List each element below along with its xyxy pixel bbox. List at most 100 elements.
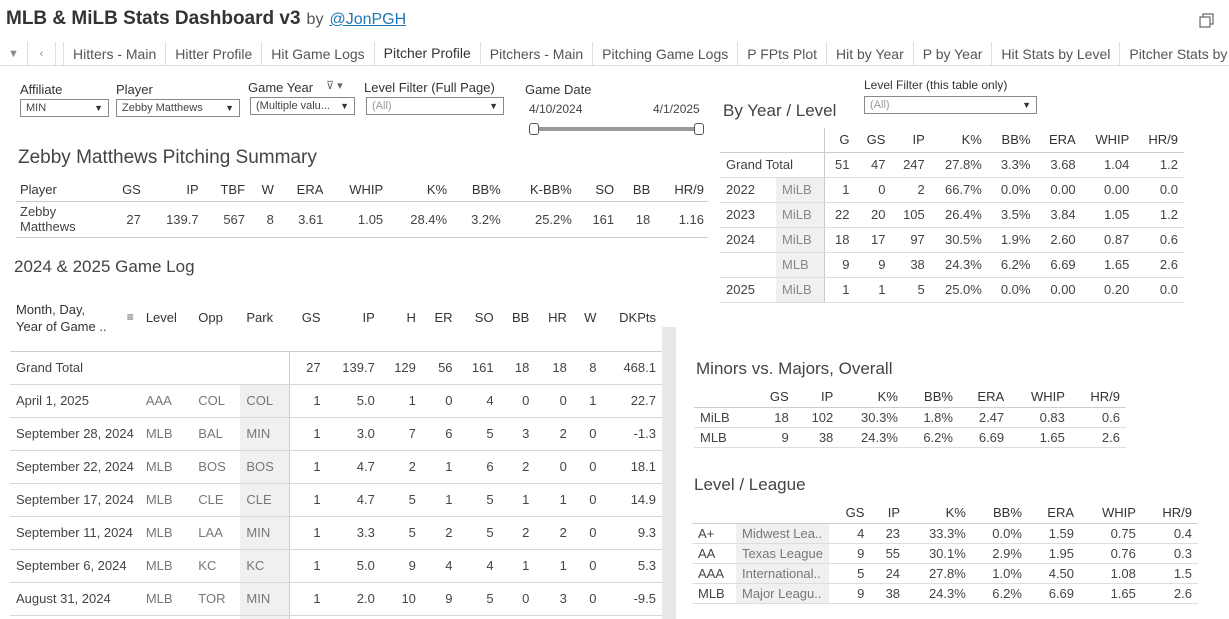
summary-header-ip[interactable]: IP — [144, 179, 203, 202]
fullscreen-icon[interactable] — [1199, 13, 1215, 29]
mm-header-bb-[interactable]: BB% — [903, 387, 959, 408]
level-filter-dropdown[interactable]: (All) ▼ — [366, 97, 504, 115]
gamelog-header-hr[interactable]: HR — [535, 285, 573, 352]
mm-header-era[interactable]: ERA — [958, 387, 1011, 408]
tab-hit-stats-by-level[interactable]: Hit Stats by Level — [992, 42, 1121, 65]
gamelog-header-park[interactable]: Park — [240, 285, 290, 352]
gamelog-header-dkpts[interactable]: DKPts — [602, 285, 662, 352]
ll-header-hr-9[interactable]: HR/9 — [1141, 503, 1198, 524]
gamelog-header-ip[interactable]: IP — [326, 285, 381, 352]
date-slider-end-handle[interactable] — [694, 123, 704, 135]
summary-header-tbf[interactable]: TBF — [202, 179, 250, 202]
ll-header-bb-[interactable]: BB% — [971, 503, 1028, 524]
summary-header-k-bb-[interactable]: K-BB% — [504, 179, 576, 202]
table-row[interactable]: MLB 9 9 38 24.3% 6.2% 6.69 1.65 2.6 — [720, 252, 1184, 278]
tab-hitters-main[interactable]: Hitters - Main — [64, 42, 167, 65]
table-row[interactable]: MLB Major Leagu.. 9 38 24.3% 6.2% 6.69 1.65 2.6 — [692, 583, 1198, 604]
table-row[interactable]: 2022 MiLB 1 0 2 66.7% 0.0% 0.00 0.00 0.0 — [720, 177, 1184, 203]
table-level-filter-dropdown[interactable]: (All) ▼ — [864, 96, 1037, 114]
tab-pitcher-stats-by-level[interactable]: Pitcher Stats by Level — [1120, 42, 1229, 65]
summary-header-player[interactable]: Player — [16, 179, 107, 202]
table-row[interactable]: 2024 MiLB 18 17 97 30.5% 1.9% 2.60 0.87 0.6 — [720, 227, 1184, 253]
by-year-header-bb-[interactable]: BB% — [987, 128, 1037, 153]
date-slider-start-handle[interactable] — [529, 123, 539, 135]
tab-menu-icon[interactable]: ▼ — [0, 42, 28, 65]
by-year-header-g[interactable]: G — [824, 128, 856, 153]
gamelog-header-gs[interactable]: GS — [289, 285, 327, 352]
table-row[interactable]: August 31, 2024 MLB TOR MIN 1 2.0 10 9 5 0 3 0 -9.5 — [10, 582, 662, 616]
filter-clear-icon[interactable]: ⊽ ▾ — [326, 80, 343, 92]
by-year-header-whip[interactable]: WHIP — [1081, 128, 1136, 153]
tab-hit-game-logs[interactable]: Hit Game Logs — [262, 42, 375, 65]
author-link[interactable]: @JonPGH — [329, 11, 407, 28]
gamelog-header-er[interactable]: ER — [421, 285, 459, 352]
tab-pitching-game-logs[interactable]: Pitching Game Logs — [593, 42, 739, 65]
table-row[interactable]: 2025 MiLB 1 1 5 25.0% 0.0% 0.00 0.20 0.0 — [720, 277, 1184, 303]
by-year-value: 0.00 — [1036, 177, 1082, 203]
by-year-value: 0.0% — [987, 177, 1037, 203]
game-year-dropdown[interactable]: (Multiple valu... ▼ — [250, 97, 355, 115]
sort-icon[interactable]: ≡ — [126, 310, 134, 325]
table-row[interactable]: 2023 MiLB 22 20 105 26.4% 3.5% 3.84 1.05 1.2 — [720, 202, 1184, 228]
table-row[interactable]: September 22, 2024 MLB BOS BOS 1 4.7 2 1 6 2 0 0 18.… — [10, 450, 662, 484]
gamelog-header-bb[interactable]: BB — [499, 285, 536, 352]
tab-pitcher-profile[interactable]: Pitcher Profile — [374, 42, 481, 65]
mm-header-hr-9[interactable]: HR/9 — [1070, 387, 1126, 408]
ll-header-ip[interactable]: IP — [870, 503, 907, 524]
table-row[interactable]: MiLB 18 102 30.3% 1.8% 2.47 0.83 0.6 — [694, 407, 1126, 428]
gamelog-scrollbar[interactable] — [662, 327, 676, 619]
gamelog-dk: 5.3 — [602, 549, 662, 583]
tab-p-by-year[interactable]: P by Year — [914, 42, 993, 65]
gamelog-header-so[interactable]: SO — [458, 285, 500, 352]
ll-header-gs[interactable]: GS — [828, 503, 871, 524]
summary-header-k-[interactable]: K% — [387, 179, 452, 202]
ll-header-era[interactable]: ERA — [1027, 503, 1081, 524]
table-row[interactable]: September 28, 2024 MLB BAL MIN 1 3.0 7 6 5 3 2 0 -1.… — [10, 417, 662, 451]
date-slider-track[interactable] — [533, 127, 699, 131]
table-row[interactable]: September 11, 2024 MLB LAA MIN 1 3.3 5 2 5 2 2 0 9.3 — [10, 516, 662, 550]
gamelog-level: MLB — [139, 483, 193, 517]
table-row[interactable]: August 25, 2024MLBSTLMIN15.041701020.9 — [10, 615, 662, 619]
player-dropdown[interactable]: Zebby Matthews ▼ — [116, 99, 240, 117]
gamelog-header-level[interactable]: Level — [139, 285, 193, 352]
ll-header-k-[interactable]: K% — [906, 503, 972, 524]
by-year-header-hr-9[interactable]: HR/9 — [1135, 128, 1184, 153]
summary-header-bb-[interactable]: BB% — [451, 179, 505, 202]
tab-p-fpts-plot[interactable]: P FPts Plot — [738, 42, 828, 65]
gamelog-title: 2024 & 2025 Game Log — [14, 257, 195, 276]
by-year-header-ip[interactable]: IP — [891, 128, 931, 153]
summary-header-so[interactable]: SO — [575, 179, 619, 202]
summary-header-gs[interactable]: GS — [106, 179, 145, 202]
summary-header-w[interactable]: W — [249, 179, 278, 202]
summary-header-era[interactable]: ERA — [277, 179, 328, 202]
mm-header-ip[interactable]: IP — [794, 387, 840, 408]
table-row[interactable]: AA Texas League 9 55 30.1% 2.9% 1.95 0.76 0.3 — [692, 543, 1198, 564]
tab-pitchers-main[interactable]: Pitchers - Main — [481, 42, 594, 65]
tab-prev-icon[interactable]: ‹ — [28, 42, 56, 65]
table-row[interactable]: AAA International.. 5 24 27.8% 1.0% 4.50 1.08 1.… — [692, 563, 1198, 584]
affiliate-dropdown[interactable]: MIN ▼ — [20, 99, 109, 117]
gamelog-header-h[interactable]: H — [380, 285, 422, 352]
table-row[interactable]: September 17, 2024 MLB CLE CLE 1 4.7 5 1 5 1 1 0 14.… — [10, 483, 662, 517]
summary-value: 18 — [618, 201, 655, 238]
tab-hitter-profile[interactable]: Hitter Profile — [166, 42, 263, 65]
mm-header-whip[interactable]: WHIP — [1010, 387, 1071, 408]
summary-header-hr-9[interactable]: HR/9 — [654, 179, 708, 202]
ll-header-whip[interactable]: WHIP — [1080, 503, 1142, 524]
summary-header-bb[interactable]: BB — [618, 179, 655, 202]
table-row[interactable]: April 1, 2025 AAA COL COL 1 5.0 1 0 4 0 0 1 22.7 — [10, 384, 662, 418]
by-year-header-gs[interactable]: GS — [855, 128, 892, 153]
table-row[interactable]: MLB 9 38 24.3% 6.2% 6.69 1.65 2.6 — [694, 427, 1126, 448]
table-row[interactable]: A+ Midwest Lea.. 4 23 33.3% 0.0% 1.59 0.75 0.4 — [692, 523, 1198, 544]
gamelog-header-w[interactable]: W — [572, 285, 603, 352]
summary-header-whip[interactable]: WHIP — [327, 179, 388, 202]
by-year-value: 24.3% — [930, 252, 988, 278]
table-row[interactable]: September 6, 2024 MLB KC KC 1 5.0 9 4 4 1 1 0 5.3 — [10, 549, 662, 583]
by-year-header-era[interactable]: ERA — [1036, 128, 1082, 153]
by-year-header-k-[interactable]: K% — [930, 128, 988, 153]
mm-header-k-[interactable]: K% — [839, 387, 904, 408]
gamelog-header-opp[interactable]: Opp — [192, 285, 241, 352]
mm-header-gs[interactable]: GS — [754, 387, 795, 408]
gamelog-header-date[interactable]: Month, Day, Year of Game .. ≡ — [10, 285, 140, 352]
tab-hit-by-year[interactable]: Hit by Year — [827, 42, 914, 65]
